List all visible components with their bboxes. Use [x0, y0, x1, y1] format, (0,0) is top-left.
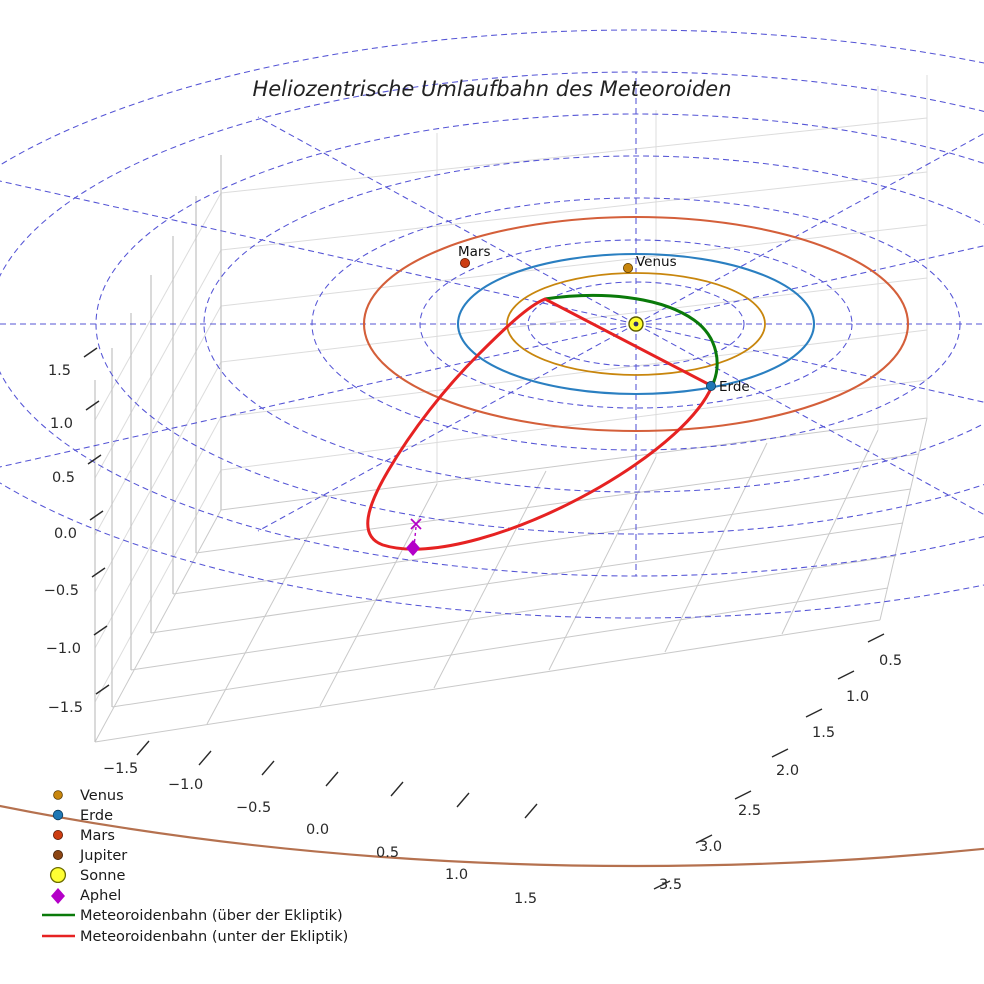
body-label-venus: Venus	[636, 254, 677, 270]
body-erde: Erde	[706, 379, 750, 395]
z-tick-1: 1.0	[50, 416, 73, 432]
legend-marker-jupiter-icon	[53, 850, 64, 861]
body-label-erde: Erde	[719, 379, 750, 395]
x-tick-1: −1.0	[168, 777, 203, 793]
legend-label-meteoroid-above: Meteoroidenbahn (über der Ekliptik)	[80, 908, 343, 924]
x-tick-5: 1.0	[445, 867, 468, 883]
legend-label-erde: Erde	[80, 808, 113, 824]
legend-label-meteoroid-below: Meteoroidenbahn (unter der Ekliptik)	[80, 929, 348, 945]
x-tick-2: −0.5	[236, 800, 271, 816]
z-tick-3: 0.0	[54, 526, 77, 542]
orbit-venus	[506, 272, 766, 376]
legend-marker-mars-icon	[53, 830, 64, 841]
body-venus: Venus	[623, 254, 677, 273]
legend-item-meteoroid-above[interactable]: Meteoroidenbahn (über der Ekliptik)	[42, 908, 343, 924]
legend-item-meteoroid-below[interactable]: Meteoroidenbahn (unter der Ekliptik)	[42, 929, 348, 945]
x-tick-4: 0.5	[376, 845, 399, 861]
y-tick-3: 2.0	[776, 763, 799, 779]
meteoroid-orbit-below-ecliptic	[366, 297, 714, 551]
legend-item-mars[interactable]: Mars	[53, 828, 115, 844]
legend-label-sonne: Sonne	[80, 868, 125, 884]
axes-floor-grid	[94, 417, 928, 743]
legend-item-sonne[interactable]: Sonne	[49, 866, 126, 884]
y-tick-4: 2.5	[738, 803, 761, 819]
legend-marker-aphel-icon	[51, 888, 65, 904]
z-tick-6: −1.5	[48, 700, 83, 716]
x-axis-tick-labels: −1.5 −1.0 −0.5 0.0 0.5 1.0 1.5	[103, 761, 537, 907]
legend-label-jupiter: Jupiter	[79, 848, 127, 864]
y-tick-1: 1.0	[846, 689, 869, 705]
legend-marker-venus-icon	[53, 790, 63, 800]
x-tick-3: 0.0	[306, 822, 329, 838]
ecliptic-plane-grid	[0, 29, 984, 619]
legend-item-erde[interactable]: Erde	[52, 808, 113, 824]
y-tick-6: 3.5	[659, 877, 682, 893]
y-tick-2: 1.5	[812, 725, 835, 741]
legend-marker-erde-icon	[52, 809, 64, 821]
legend-label-aphel: Aphel	[80, 888, 121, 904]
x-tick-6: 1.5	[514, 891, 537, 907]
meteoroid-orbit	[366, 293, 719, 551]
legend-item-jupiter[interactable]: Jupiter	[53, 848, 127, 864]
orbit-erde	[456, 252, 816, 396]
legend-label-mars: Mars	[80, 828, 115, 844]
aphel-diamond-marker	[406, 540, 420, 556]
legend-label-venus: Venus	[80, 788, 124, 804]
orbit-mars	[362, 215, 910, 433]
x-tick-0: −1.5	[103, 761, 138, 777]
z-tick-5: −1.0	[46, 641, 81, 657]
body-mars: Mars	[458, 244, 491, 268]
aphel-marker-group	[406, 518, 422, 556]
z-tick-4: −0.5	[44, 583, 79, 599]
y-axis-tick-labels: 0.5 1.0 1.5 2.0 2.5 3.0 3.5	[659, 653, 902, 893]
axis-ticks	[83, 347, 885, 890]
axes-box-edges	[94, 155, 222, 742]
aphel-cross-icon	[410, 518, 422, 530]
legend-marker-sonne-icon	[49, 866, 67, 884]
legend-item-venus[interactable]: Venus	[53, 788, 124, 804]
legend: Venus Erde Mars Jupiter Sonne Aphel	[42, 788, 348, 945]
body-label-mars: Mars	[458, 244, 491, 260]
page-title: Heliozentrische Umlaufbahn des Meteoroid…	[252, 77, 731, 101]
y-tick-5: 3.0	[699, 839, 722, 855]
z-tick-2: 0.5	[52, 470, 75, 486]
y-tick-0: 0.5	[879, 653, 902, 669]
z-axis-tick-labels: 1.5 1.0 0.5 0.0 −0.5 −1.0 −1.5	[44, 363, 83, 716]
z-tick-0: 1.5	[48, 363, 71, 379]
meteoroid-orbit-above-ecliptic	[544, 293, 719, 387]
orbit-jupiter	[0, 804, 984, 867]
body-sonne	[628, 316, 644, 332]
legend-item-aphel[interactable]: Aphel	[51, 888, 121, 904]
